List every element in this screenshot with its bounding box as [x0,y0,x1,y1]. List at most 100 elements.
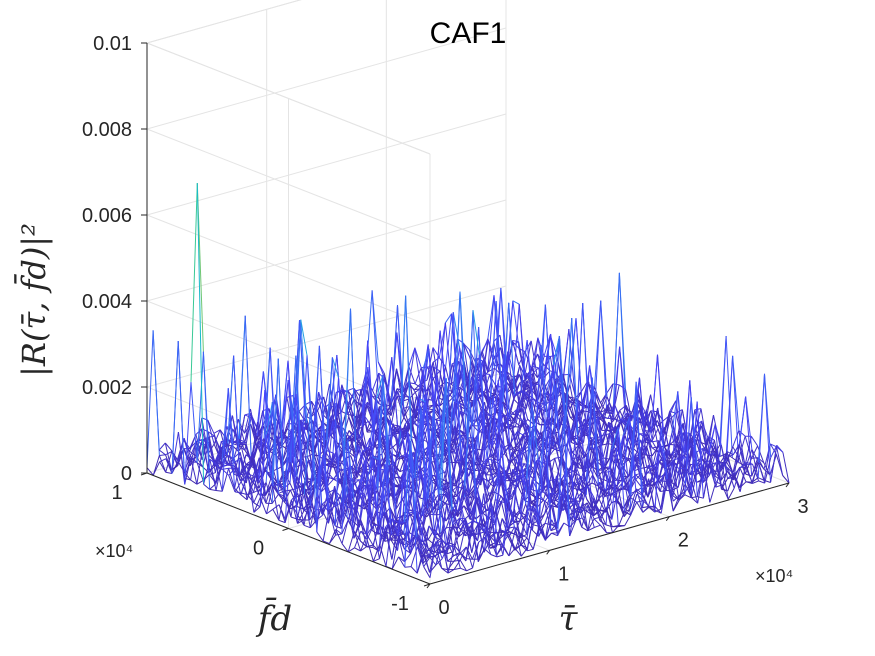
surface-edge [366,539,374,562]
surface-edge [531,402,539,459]
surface-edge [433,494,441,515]
surface-edge [623,416,631,477]
surface-edge [341,543,349,553]
surface-edge [547,435,555,450]
surface-edge [472,310,480,355]
surface-edge [471,376,479,420]
surface-edge [393,431,401,452]
surface-edge [209,458,217,465]
surface-edge [600,300,608,397]
surface-edge [532,365,539,369]
surface-edge [515,409,523,421]
surface-edge [714,445,722,477]
surface-edge [389,420,397,523]
surface-edge [306,423,314,460]
surface-edge [265,401,273,435]
surface-edge [322,454,330,510]
surface-edge [485,464,493,476]
surface-edge [461,434,468,439]
surface-edge [558,335,567,424]
surface-edge [478,354,486,435]
surface-edge [459,525,467,553]
surface-edge [626,412,634,417]
surface-edge [365,458,373,531]
surface-edge [565,429,573,459]
surface-edge [475,350,483,383]
surface-edge [526,426,534,535]
surface-edge [520,390,528,403]
surface-edge [516,445,524,452]
surface-edge [271,401,280,484]
surface-edge [228,475,236,493]
surface-edge [495,499,502,503]
surface-edge [432,507,440,511]
surface-edge [611,493,619,501]
surface-edge [504,447,512,474]
surface-edge [414,347,422,368]
surface-edge [726,451,734,456]
surface-edge [209,488,217,491]
surface-edge [450,338,458,385]
surface-edge [539,403,547,411]
surface-edge [645,409,654,467]
surface-edge [398,556,406,568]
surface-edge [565,318,573,424]
surface-edge [413,464,421,468]
surface-edge [459,291,467,408]
surface-edge [491,380,499,447]
surface-edge [445,493,453,509]
surface-edge [604,487,612,497]
surface-edge [196,440,204,446]
surface-edge [445,378,453,528]
surface-edge [196,445,204,485]
surface-edge [422,348,430,401]
surface-edge [640,447,648,456]
surface-edge [233,462,241,475]
surface-edge [486,460,494,491]
surface-edge [554,446,561,450]
surface-edge [509,409,517,418]
surface-edge [347,520,355,532]
surface-edge [452,518,460,552]
surface-edge [297,514,305,526]
surface-edge [238,315,246,445]
surface-edge [481,457,489,473]
surface-edge [271,358,279,504]
surface-edge [744,436,752,466]
surface-edge [669,412,678,445]
surface-edge [284,488,292,518]
surface-edge [452,495,460,511]
surface-edge [669,400,677,412]
surface-edge [213,429,221,445]
surface-edge [578,442,586,454]
surface-edge [196,438,203,442]
surface-edge [489,374,497,401]
surface-edge [347,439,355,502]
surface-edge [432,406,441,515]
surface-edge [399,295,407,447]
surface-edge [221,461,229,465]
surface-edge [353,496,361,531]
surface-edge [190,183,198,382]
surface-edge [459,517,466,520]
surface-edge [390,305,398,403]
surface-edge [312,441,321,468]
surface-edge [745,396,753,477]
surface-edge [602,433,610,459]
surface-edge [438,498,446,504]
surface-edge [328,509,336,536]
surface-edge [507,508,515,529]
surface-edge [608,425,616,435]
surface-edge [463,343,471,358]
surface-edge [375,375,384,400]
surface-edge [165,451,172,456]
surface-edge [445,509,454,528]
surface-edge [612,272,620,412]
surface-edge [483,359,491,416]
surface-edge [397,535,406,562]
surface-edge [520,390,528,395]
surface-edge [519,478,527,520]
surface-edge [525,478,533,531]
surface-edge [372,525,380,559]
surface-edge [425,402,433,477]
